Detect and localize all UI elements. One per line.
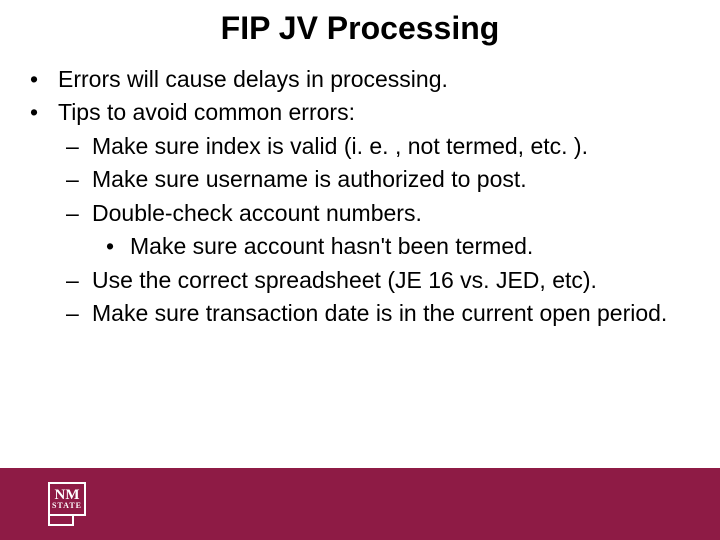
- logo-text-line2: STATE: [52, 502, 82, 509]
- bullet-text: Make sure account hasn't been termed.: [130, 232, 690, 261]
- bullet-text: Tips to avoid common errors:: [58, 98, 690, 127]
- slide-title: FIP JV Processing: [0, 0, 720, 47]
- bullet-level-2: – Make sure username is authorized to po…: [30, 165, 690, 194]
- bullet-text: Use the correct spreadsheet (JE 16 vs. J…: [92, 266, 690, 295]
- bullet-marker: –: [66, 132, 92, 161]
- bullet-level-3: • Make sure account hasn't been termed.: [30, 232, 690, 261]
- logo-text-line1: NM: [55, 489, 80, 503]
- nm-state-logo: NM STATE: [48, 482, 86, 528]
- bullet-level-1: • Errors will cause delays in processing…: [30, 65, 690, 94]
- bullet-marker: –: [66, 165, 92, 194]
- bullet-level-2: – Double-check account numbers.: [30, 199, 690, 228]
- bullet-text: Errors will cause delays in processing.: [58, 65, 690, 94]
- bullet-marker: –: [66, 299, 92, 328]
- bullet-text: Make sure index is valid (i. e. , not te…: [92, 132, 690, 161]
- bullet-level-2: – Make sure transaction date is in the c…: [30, 299, 690, 328]
- footer-bar: [0, 468, 720, 540]
- bullet-marker: •: [30, 65, 58, 94]
- bullet-level-1: • Tips to avoid common errors:: [30, 98, 690, 127]
- logo-box: NM STATE: [48, 482, 86, 516]
- bullet-text: Make sure username is authorized to post…: [92, 165, 690, 194]
- slide-content: • Errors will cause delays in processing…: [0, 47, 720, 329]
- logo-tail: [48, 516, 74, 526]
- bullet-text: Make sure transaction date is in the cur…: [92, 299, 690, 328]
- bullet-marker: –: [66, 266, 92, 295]
- bullet-marker: –: [66, 199, 92, 228]
- bullet-level-2: – Make sure index is valid (i. e. , not …: [30, 132, 690, 161]
- bullet-level-2: – Use the correct spreadsheet (JE 16 vs.…: [30, 266, 690, 295]
- bullet-marker: •: [30, 98, 58, 127]
- slide: FIP JV Processing • Errors will cause de…: [0, 0, 720, 540]
- bullet-marker: •: [106, 232, 130, 261]
- bullet-text: Double-check account numbers.: [92, 199, 690, 228]
